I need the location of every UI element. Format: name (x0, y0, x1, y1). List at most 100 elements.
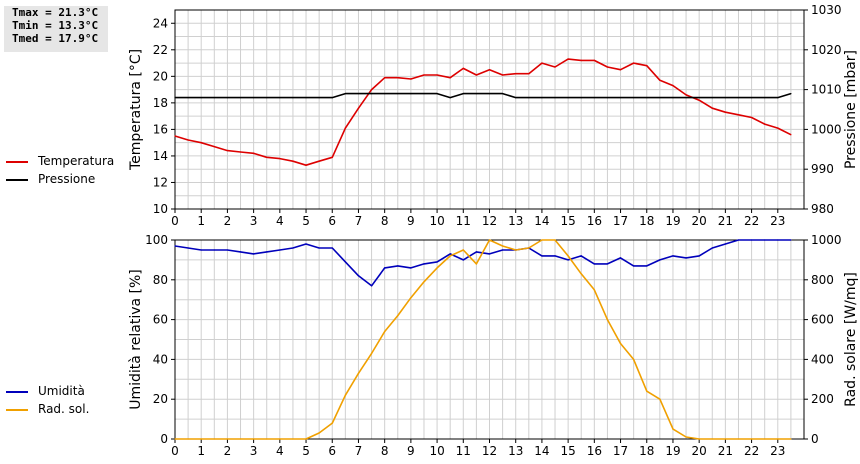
data-point-pressure (646, 97, 648, 99)
data-point-pressure (711, 97, 713, 99)
legend-swatch-solar (6, 409, 28, 411)
data-point-humidity (344, 261, 346, 263)
data-point-temperature (253, 152, 255, 154)
data-point-humidity (266, 251, 268, 253)
data-point-solar (266, 438, 268, 440)
x-tick-label: 20 (692, 214, 707, 228)
y-tick-label: 12 (153, 175, 168, 189)
data-point-solar (357, 372, 360, 374)
x-tick-label: 2 (224, 214, 232, 228)
data-point-temperature (659, 79, 661, 81)
y-axis-title: Temperatura [°C] (128, 49, 144, 171)
data-point-temperature (305, 164, 307, 166)
data-point-temperature (462, 67, 464, 69)
data-point-solar (646, 390, 648, 392)
y2-axis-title: Pressione [mbar] (843, 50, 859, 169)
data-point-solar (410, 297, 412, 299)
data-point-solar (580, 273, 582, 275)
x-tick-label: 12 (482, 444, 497, 458)
data-point-humidity (751, 239, 753, 241)
data-point-pressure (213, 97, 215, 99)
data-point-humidity (777, 239, 779, 241)
y-tick-label: 24 (153, 16, 168, 30)
y2-tick-label: 1000 (811, 233, 842, 247)
data-point-humidity (357, 275, 360, 277)
data-point-temperature (528, 73, 530, 75)
data-point-temperature (698, 99, 700, 101)
data-point-temperature (541, 62, 543, 64)
data-point-pressure (462, 93, 464, 95)
x-tick-label: 18 (639, 444, 654, 458)
x-tick-label: 11 (456, 444, 471, 458)
data-point-humidity (279, 249, 281, 251)
data-point-temperature (174, 135, 176, 137)
data-point-pressure (764, 97, 766, 99)
series-line-humidity (174, 239, 791, 287)
data-point-pressure (292, 97, 294, 99)
data-point-solar (318, 432, 320, 434)
data-point-solar (593, 289, 595, 291)
x-tick-label: 22 (744, 214, 759, 228)
data-point-pressure (737, 97, 740, 99)
data-point-solar (567, 255, 569, 257)
y2-tick-label: 1010 (811, 83, 842, 97)
data-point-humidity (410, 267, 412, 269)
data-point-pressure (515, 97, 517, 99)
data-point-pressure (423, 93, 425, 95)
data-point-pressure (502, 93, 504, 95)
data-point-humidity (724, 243, 727, 245)
data-point-solar (397, 315, 399, 317)
x-tick-label: 19 (665, 214, 680, 228)
y-tick-label: 80 (153, 273, 168, 287)
x-tick-label: 1 (197, 214, 205, 228)
x-tick-label: 12 (482, 214, 497, 228)
data-point-solar (698, 438, 700, 440)
data-point-humidity (737, 239, 740, 241)
data-point-pressure (633, 97, 635, 99)
data-point-temperature (371, 89, 373, 91)
y2-tick-label: 1000 (811, 122, 842, 136)
x-tick-label: 16 (587, 444, 602, 458)
data-point-pressure (253, 97, 255, 99)
legend-label-humidity: Umidità (38, 384, 85, 398)
data-point-humidity (371, 285, 373, 287)
x-tick-label: 10 (429, 214, 444, 228)
x-tick-label: 18 (639, 214, 654, 228)
data-point-pressure (751, 97, 753, 99)
legend-swatch-pressure (6, 179, 28, 181)
y2-tick-label: 1030 (811, 3, 842, 17)
data-point-pressure (266, 97, 268, 99)
data-point-humidity (646, 265, 648, 267)
data-point-pressure (344, 93, 346, 95)
x-tick-label: 6 (328, 444, 336, 458)
data-point-pressure (528, 97, 530, 99)
data-point-solar (436, 267, 438, 269)
data-point-humidity (593, 263, 595, 265)
data-point-solar (724, 438, 727, 440)
data-point-humidity (253, 253, 255, 255)
data-point-solar (292, 438, 294, 440)
y-tick-label: 60 (153, 313, 168, 327)
y-axis-title: Umidità relativa [%] (128, 269, 144, 410)
x-tick-label: 13 (508, 444, 523, 458)
x-tick-label: 21 (718, 214, 733, 228)
data-point-solar (331, 422, 333, 424)
data-point-solar (554, 239, 556, 241)
legend-label-pressure: Pressione (38, 172, 96, 186)
data-point-pressure (672, 97, 674, 99)
y2-tick-label: 980 (811, 202, 834, 216)
data-point-humidity (606, 263, 609, 265)
x-tick-label: 15 (560, 214, 575, 228)
data-point-pressure (397, 93, 399, 95)
data-point-temperature (344, 127, 346, 129)
data-point-solar (279, 438, 281, 440)
y-tick-label: 16 (153, 122, 168, 136)
stats-box: Tmax = 21.3°C Tmin = 13.3°C Tmed = 17.9°… (4, 6, 108, 52)
data-point-solar (737, 438, 740, 440)
y-tick-label: 20 (153, 69, 168, 83)
data-point-humidity (305, 243, 307, 245)
data-point-pressure (606, 97, 609, 99)
data-point-pressure (554, 97, 556, 99)
